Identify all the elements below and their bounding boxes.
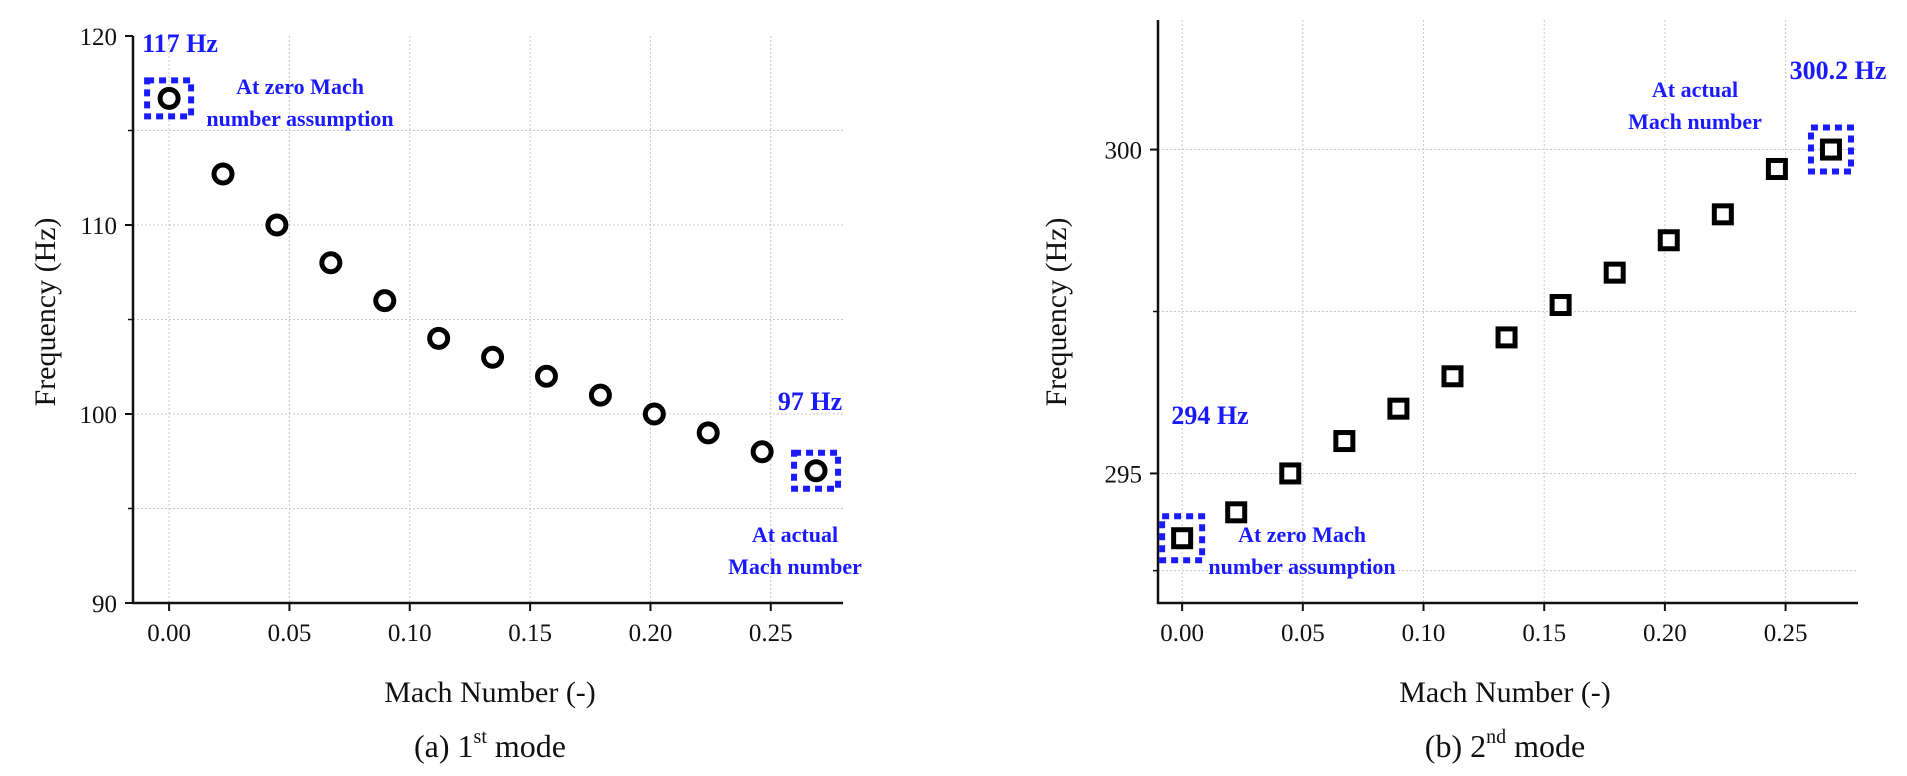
panel-b-point-4 bbox=[1387, 397, 1410, 420]
panel-a-xtick-label-1: 0.05 bbox=[268, 620, 312, 647]
panel-b-point-7 bbox=[1549, 294, 1572, 317]
panel-a-highlights bbox=[144, 77, 842, 492]
panel-b-note-1-line-1: At actual bbox=[1652, 77, 1738, 102]
panel-a-point-5 bbox=[427, 326, 451, 350]
panel-b-chart: 0.00 0.05 0.10 0.15 0.20 0.25 295 300 294 Hz At … bbox=[1040, 20, 1886, 764]
panel-b-points bbox=[1171, 138, 1842, 550]
panel-a-point-7 bbox=[534, 364, 558, 388]
panel-b-highlights bbox=[1159, 124, 1854, 564]
panel-b-grid bbox=[1158, 20, 1858, 603]
panel-b-point-1 bbox=[1225, 501, 1248, 524]
panel-a-point-10 bbox=[696, 421, 720, 445]
panel-b-caption: (b) 2nd mode bbox=[1425, 726, 1585, 764]
panel-b-ytick-label-1: 300 bbox=[1105, 138, 1143, 165]
panel-a-annotations: 117 Hz At zero Mach number assumption 97 Hz… bbox=[142, 29, 862, 579]
panel-a-note-0-line-2: number assumption bbox=[206, 106, 393, 131]
panel-b-ylabel: Frequency (Hz) bbox=[1040, 217, 1073, 406]
panel-a-note-1-line-2: Mach number bbox=[728, 554, 862, 579]
panel-a-note-1-line-1: At actual bbox=[752, 522, 838, 547]
panel-b-highlight-box-1 bbox=[1807, 124, 1854, 175]
panel-b-xtick-label-5: 0.25 bbox=[1764, 620, 1808, 647]
panel-b-value-label-0: 294 Hz bbox=[1171, 401, 1248, 430]
panel-b-annotations: 294 Hz At zero Mach number assumption 300.2… bbox=[1171, 56, 1886, 579]
panel-a-point-1 bbox=[211, 162, 235, 186]
panel-a-chart: 0.00 0.05 0.10 0.15 0.20 0.25 90 100 110 120 117 … bbox=[29, 24, 862, 764]
panel-a-value-label-0: 117 Hz bbox=[142, 29, 218, 58]
panel-b-note-1-line-2: Mach number bbox=[1628, 109, 1762, 134]
panel-a-point-3 bbox=[319, 251, 343, 275]
panel-b-xtick-label-3: 0.15 bbox=[1522, 620, 1566, 647]
panel-b-value-label-1: 300.2 Hz bbox=[1790, 56, 1887, 85]
panel-b-highlight-box-0 bbox=[1159, 513, 1206, 564]
panel-a-xtick-label-5: 0.25 bbox=[749, 620, 793, 647]
panel-b-xtick-label-2: 0.10 bbox=[1402, 620, 1446, 647]
panel-a-ytick-label-1: 100 bbox=[80, 402, 118, 429]
panel-b-point-8 bbox=[1603, 261, 1626, 284]
panel-b-point-2 bbox=[1279, 462, 1302, 485]
panel-b-ytick-label-0: 295 bbox=[1105, 461, 1143, 488]
panel-b-note-0-line-2: number assumption bbox=[1208, 554, 1395, 579]
panel-b-note-0-line-1: At zero Mach bbox=[1238, 522, 1366, 547]
panel-b-point-0 bbox=[1171, 527, 1194, 550]
panel-a-xtick-label-4: 0.20 bbox=[629, 620, 673, 647]
panel-b-point-10 bbox=[1711, 203, 1734, 226]
panel-b-xtick-label-0: 0.00 bbox=[1160, 620, 1204, 647]
panel-a-ticks: 0.00 0.05 0.10 0.15 0.20 0.25 90 100 110 120 bbox=[80, 24, 793, 647]
panel-a-point-6 bbox=[481, 345, 505, 369]
panel-a-point-12 bbox=[804, 459, 828, 483]
panel-b-xlabel: Mach Number (-) bbox=[1399, 676, 1611, 709]
panel-b-point-9 bbox=[1657, 229, 1680, 252]
panel-a-xtick-label-0: 0.00 bbox=[147, 620, 191, 647]
panel-a-highlight-box-1 bbox=[791, 449, 842, 492]
panel-a-ytick-label-2: 110 bbox=[80, 213, 117, 240]
panel-a-ylabel: Frequency (Hz) bbox=[29, 217, 62, 406]
panel-b-point-11 bbox=[1765, 157, 1788, 180]
panel-a-xtick-label-2: 0.10 bbox=[388, 620, 432, 647]
panel-b-point-3 bbox=[1333, 430, 1356, 453]
panel-a-ytick-label-0: 90 bbox=[92, 591, 117, 618]
panel-b-xtick-label-1: 0.05 bbox=[1281, 620, 1325, 647]
panel-a-xlabel: Mach Number (-) bbox=[384, 676, 596, 709]
panel-a-xtick-label-3: 0.15 bbox=[508, 620, 552, 647]
panel-a-ytick-label-3: 120 bbox=[80, 24, 118, 51]
panel-a-points bbox=[157, 86, 828, 483]
panel-a-point-8 bbox=[588, 383, 612, 407]
panel-a-point-4 bbox=[373, 289, 397, 313]
panel-b-point-5 bbox=[1441, 365, 1464, 388]
panel-b-ticks: 0.00 0.05 0.10 0.15 0.20 0.25 295 300 bbox=[1105, 138, 1808, 647]
panel-a-point-9 bbox=[642, 402, 666, 426]
panel-a-value-label-1: 97 Hz bbox=[778, 387, 842, 416]
panel-a-grid bbox=[133, 36, 843, 603]
panel-a-point-0 bbox=[157, 86, 181, 110]
panel-a-point-2 bbox=[265, 213, 289, 237]
panel-a-caption: (a) 1st mode bbox=[414, 726, 566, 764]
panel-b-xtick-label-4: 0.20 bbox=[1643, 620, 1687, 647]
panel-a-note-0-line-1: At zero Mach bbox=[236, 74, 364, 99]
panel-a-highlight-box-0 bbox=[144, 77, 195, 120]
panel-a-point-11 bbox=[750, 440, 774, 464]
panel-b-point-6 bbox=[1495, 326, 1518, 349]
panel-b-point-12 bbox=[1819, 138, 1842, 161]
